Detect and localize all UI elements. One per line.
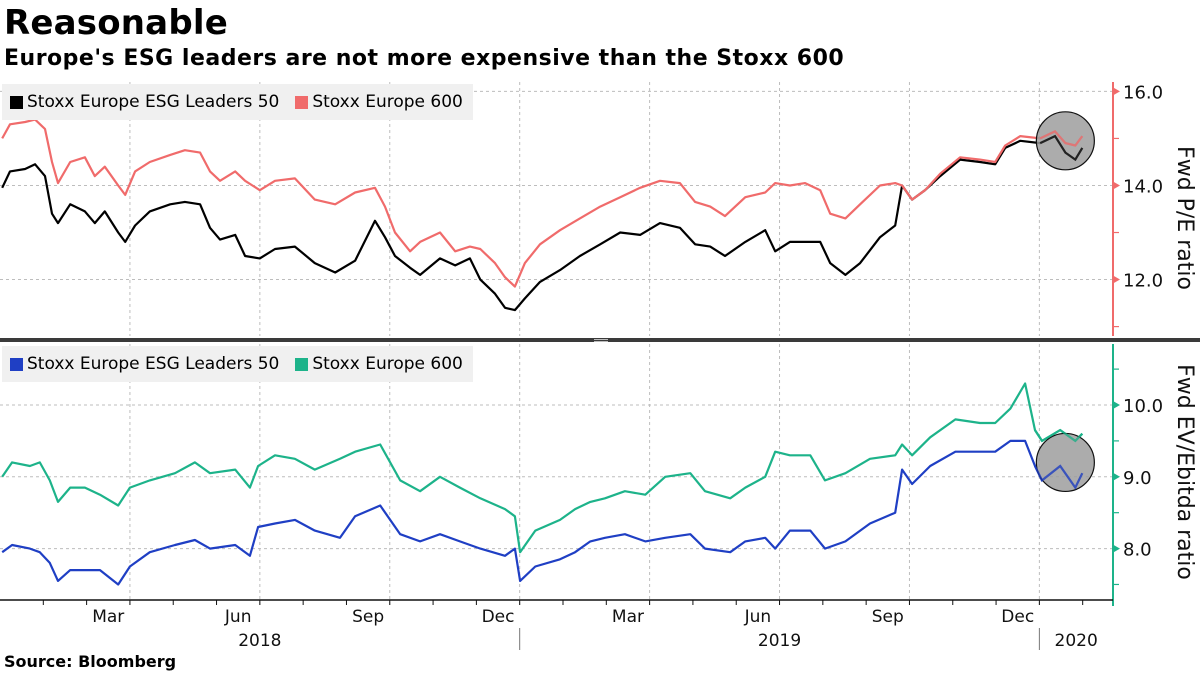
legend-label-ev-esg: Stoxx Europe ESG Leaders 50 [27, 354, 280, 374]
legend-swatch-ev-esg [10, 357, 23, 371]
pe-legend: Stoxx Europe ESG Leaders 50 Stoxx Europe… [2, 84, 473, 120]
pe-tick-label: 12.0 [1123, 271, 1163, 292]
x-month-label: Jun [744, 607, 772, 627]
pe-major-tick [1113, 87, 1120, 96]
pe-line-esg-leaders [1, 135, 1084, 312]
ev-major-tick [1113, 544, 1120, 553]
ev-series [1, 382, 1095, 586]
legend-label-pe-stoxx: Stoxx Europe 600 [312, 92, 463, 112]
pe-gridlines [0, 82, 1113, 336]
ev-gridlines [0, 344, 1113, 606]
ev-line-tail-stoxx-600 [1034, 428, 1084, 443]
pe-line-tail-stoxx-600 [1039, 130, 1084, 147]
pe-y-axis-title: Fwd P/E ratio [1172, 146, 1197, 290]
ev-y-axis: 10.0 9.0 8.0 [1112, 344, 1163, 606]
ev-tick-label: 8.0 [1123, 540, 1152, 561]
x-month-label: Sep [352, 607, 384, 627]
pe-major-tick [1113, 275, 1120, 284]
divider-grip-icon-line [594, 341, 608, 342]
ev-panel: 10.0 9.0 8.0 Fwd EV/Ebitda ratio [0, 344, 1197, 606]
x-month-label: Mar [612, 607, 644, 627]
legend-label-pe-esg: Stoxx Europe ESG Leaders 50 [27, 92, 280, 112]
x-month-label: Dec [1001, 607, 1034, 627]
pe-y-axis: 16.0 14.0 12.0 [1112, 82, 1163, 336]
legend-item-pe-stoxx[interactable]: Stoxx Europe 600 [295, 92, 463, 112]
chart-title: Reasonable [4, 3, 228, 43]
panel-divider[interactable] [0, 338, 1200, 342]
x-axis: Mar Jun Sep Dec Mar Jun Sep Dec 2018 2019 2020 [0, 599, 1113, 651]
x-month-label: Sep [872, 607, 904, 627]
legend-swatch-pe-stoxx [295, 95, 309, 109]
legend-label-ev-stoxx: Stoxx Europe 600 [312, 354, 463, 374]
pe-highlight-circle [1035, 111, 1095, 171]
pe-line-stoxx-600 [1, 118, 1084, 288]
x-year-label: 2018 [238, 631, 281, 651]
pe-major-tick [1113, 181, 1120, 190]
pe-tick-label: 14.0 [1123, 176, 1163, 197]
ev-highlight-circle [1035, 432, 1095, 493]
ev-line-stoxx-600 [1, 382, 1084, 554]
legend-item-ev-esg[interactable]: Stoxx Europe ESG Leaders 50 [10, 354, 279, 374]
ev-legend: Stoxx Europe ESG Leaders 50 Stoxx Europe… [2, 346, 473, 382]
pe-line-tail-esg-leaders [1039, 134, 1084, 162]
ev-tick-label: 9.0 [1123, 468, 1152, 489]
legend-swatch-pe-esg [10, 95, 23, 109]
x-month-label: Jun [224, 607, 252, 627]
x-year-label: 2020 [1055, 631, 1098, 651]
legend-item-ev-stoxx[interactable]: Stoxx Europe 600 [295, 354, 463, 374]
pe-series [1, 111, 1095, 312]
pe-panel: 16.0 14.0 12.0 Fwd P/E ratio [0, 82, 1197, 336]
ev-major-tick [1113, 401, 1120, 410]
ev-y-axis-title: Fwd EV/Ebitda ratio [1172, 364, 1197, 580]
legend-item-pe-esg[interactable]: Stoxx Europe ESG Leaders 50 [10, 92, 279, 112]
x-month-label: Dec [482, 607, 515, 627]
divider-grip-icon [594, 339, 608, 340]
source-note: Source: Bloomberg [4, 652, 177, 671]
ev-line-tail-esg-leaders [1034, 464, 1084, 490]
ev-tick-label: 10.0 [1123, 396, 1163, 417]
legend-swatch-ev-stoxx [295, 357, 309, 371]
ev-line-esg-leaders [1, 439, 1084, 586]
ev-major-tick [1113, 472, 1120, 481]
chart-subtitle: Europe's ESG leaders are not more expens… [4, 46, 845, 71]
pe-tick-label: 16.0 [1123, 82, 1163, 103]
x-month-label: Mar [92, 607, 124, 627]
x-year-label: 2019 [758, 631, 801, 651]
